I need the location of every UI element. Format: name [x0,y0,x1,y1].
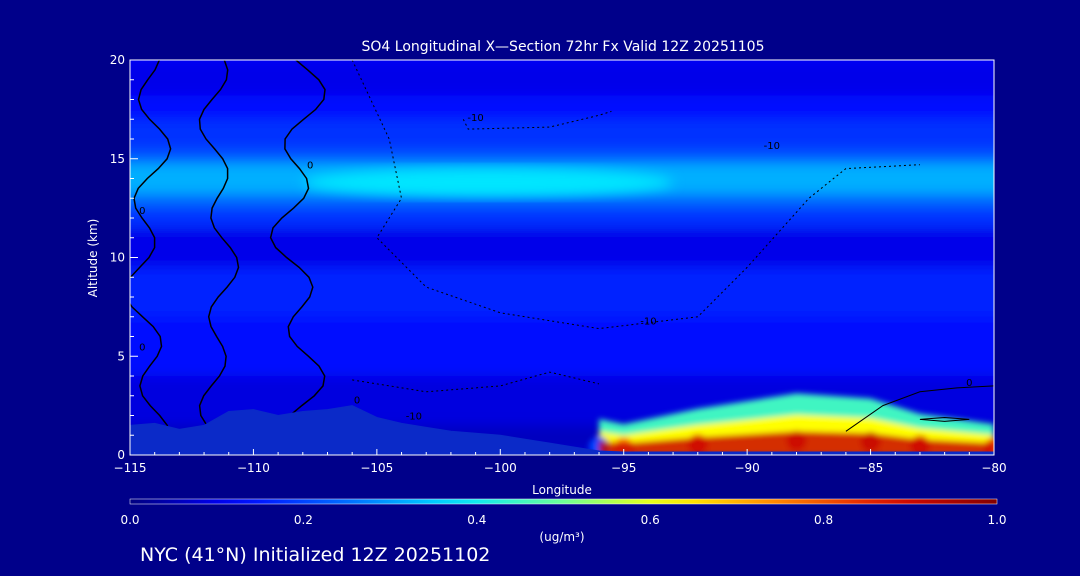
y-axis-label: Altitude (km) [86,219,100,298]
contour-lines [130,60,994,455]
x-tick-label: −100 [484,461,517,475]
contour-label: 0 [139,342,145,353]
colorbar-tick-label: 0.8 [814,513,833,527]
upper-layer-maximum [302,168,674,197]
x-tick-label: −85 [858,461,883,475]
chart-title: SO4 Longitudinal X—Section 72hr Fx Valid… [362,39,765,55]
contour-line [269,60,326,455]
colorbar-ticks: 0.0 0.2 0.4 0.6 0.8 1.0 [120,513,1006,527]
layer-maximum [302,168,674,197]
concentration-band [130,95,994,120]
colorbar-gradient [129,498,998,505]
colorbar-unit-label: (ug/m³) [539,530,584,544]
concentration-band [130,227,994,268]
y-tick-label: 20 [110,53,125,67]
surface-plume [589,393,994,455]
colorbar-tick-label: 0.4 [467,513,486,527]
y-tick-label: 15 [110,152,125,166]
y-tick-label: 0 [117,448,125,462]
colorbar: 0.0 0.2 0.4 0.6 0.8 1.0 [120,498,1007,527]
contour-labels: -10 -10 -10 -10 0 0 0 0 0 [139,113,972,422]
colorbar-tick-label: 0.2 [294,513,313,527]
concentration-band [130,60,994,96]
contour-label: 0 [139,206,145,217]
x-tick-label: −105 [360,461,393,475]
concentration-band [130,194,994,209]
contour-label: -10 [764,141,780,152]
y-tick-label: 5 [117,349,125,363]
plume-core [599,431,994,455]
colorbar-tick-label: 0.0 [120,513,139,527]
x-tick-label: −80 [981,461,1006,475]
y-axis: 0 5 10 15 20 [110,53,138,462]
contour-label: -10 [406,411,422,422]
contour-label: 0 [966,378,972,389]
x-axis: −115 −110 −105 −100 −95 −90 −85 −80 [114,449,1007,475]
footer-text: NYC (41°N) Initialized 12Z 20251102 [140,544,490,566]
solid-contour [845,385,994,432]
colorbar-tick-label: 1.0 [987,513,1006,527]
concentration-band [130,267,994,317]
contour-label: -10 [467,113,483,124]
contour-label: -10 [640,317,656,328]
y-tick-label: 10 [110,251,125,265]
concentration-band [130,208,994,228]
x-tick-label: −115 [114,461,147,475]
x-axis-label: Longitude [532,483,592,497]
contour-line [130,60,172,455]
contour-label: 0 [354,396,360,407]
colorbar-tick-label: 0.6 [641,513,660,527]
plot-area: -10 -10 -10 -10 0 0 0 0 0 [130,60,994,455]
concentration-band [130,148,994,163]
x-tick-label: −95 [611,461,636,475]
contour-label: 0 [307,161,313,172]
solid-contour [919,416,970,422]
concentration-band [130,316,994,376]
contour-line [198,60,240,455]
x-tick-label: −90 [734,461,759,475]
x-tick-label: −110 [237,461,270,475]
concentration-bands [130,60,994,455]
